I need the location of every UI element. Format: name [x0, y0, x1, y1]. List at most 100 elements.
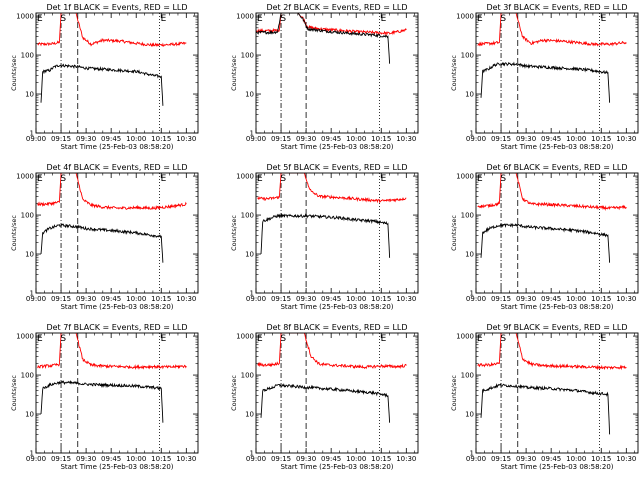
y-tick-label: 1 [250, 450, 254, 458]
x-tick-label: 09:15 [51, 295, 71, 303]
panel-title: Det 7f BLACK = Events, RED = LLD [46, 323, 187, 332]
y-tick-label: 1 [30, 450, 34, 458]
x-tick-label: 10:00 [346, 135, 366, 143]
series-events-line [40, 63, 164, 106]
series-group [37, 13, 187, 106]
event-marker-e: E [257, 174, 263, 184]
series-lld-line [477, 13, 627, 47]
x-axis-label: Start Time (25-Feb-03 08:58:20) [500, 463, 613, 471]
event-marker-e: E [601, 334, 607, 344]
y-axis-ticks: 1 10 100 1000 [456, 333, 638, 458]
x-tick-label: 09:45 [101, 295, 121, 303]
panel-2: Det 2f BLACK = Events, RED = LLD 1 10 100 10… [230, 3, 419, 151]
y-axis-label: Counts/sec [450, 375, 458, 411]
x-tick-label: 10:15 [151, 295, 171, 303]
plot-frame [35, 332, 199, 454]
plot-frame [475, 332, 639, 454]
x-tick-label: 09:00 [466, 135, 486, 143]
y-tick-label: 1 [250, 290, 254, 298]
y-axis-label: Counts/sec [450, 215, 458, 251]
y-tick-label: 100 [21, 372, 34, 380]
x-tick-label: 09:00 [466, 295, 486, 303]
panel-8: Det 8f BLACK = Events, RED = LLD 1 10 100 10… [230, 323, 419, 471]
y-tick-label: 100 [241, 372, 254, 380]
x-tick-label: 10:30 [176, 135, 196, 143]
x-axis-ticks: 09:00 09:15 09:30 09:45 10:00 10:15 10:30 [466, 333, 636, 463]
panel-title: Det 3f BLACK = Events, RED = LLD [486, 3, 627, 12]
x-tick-label: 10:15 [371, 135, 391, 143]
x-tick-label: 10:30 [616, 295, 636, 303]
y-tick-label: 100 [21, 212, 34, 220]
x-axis-label: Start Time (25-Feb-03 08:58:20) [60, 463, 173, 471]
x-tick-label: 09:00 [466, 455, 486, 463]
y-axis-ticks: 1 10 100 1000 [16, 173, 198, 298]
x-axis-ticks: 09:00 09:15 09:30 09:45 10:00 10:15 10:30 [466, 13, 636, 143]
y-tick-label: 10 [245, 251, 254, 259]
x-axis-ticks: 09:00 09:15 09:30 09:45 10:00 10:15 10:30 [466, 173, 636, 303]
x-tick-label: 10:00 [566, 135, 586, 143]
x-tick-label: 10:00 [566, 455, 586, 463]
series-group [477, 13, 627, 103]
series-group [37, 173, 187, 263]
series-group [257, 173, 407, 258]
event-marker-e: E [601, 14, 607, 24]
x-tick-label: 10:15 [151, 135, 171, 143]
y-tick-label: 1000 [16, 173, 34, 181]
plot-frame [35, 172, 199, 294]
event-marker-e: E [381, 174, 387, 184]
x-tick-label: 09:45 [101, 455, 121, 463]
x-tick-label: 10:30 [616, 135, 636, 143]
x-tick-label: 10:30 [616, 455, 636, 463]
series-group [257, 333, 407, 423]
x-tick-label: 09:15 [491, 295, 511, 303]
y-tick-label: 100 [461, 372, 474, 380]
y-tick-label: 10 [245, 91, 254, 99]
panel-title: Det 2f BLACK = Events, RED = LLD [266, 3, 407, 12]
y-tick-label: 10 [25, 91, 34, 99]
panel-title: Det 5f BLACK = Events, RED = LLD [266, 163, 407, 172]
x-axis-ticks: 09:00 09:15 09:30 09:45 10:00 10:15 10:30 [26, 333, 196, 463]
series-lld-line [477, 333, 627, 371]
y-tick-label: 1000 [236, 173, 254, 181]
y-tick-label: 100 [461, 212, 474, 220]
event-marker-s: S [500, 174, 506, 184]
x-tick-label: 09:15 [51, 455, 71, 463]
x-tick-label: 09:00 [26, 135, 46, 143]
x-axis-label: Start Time (25-Feb-03 08:58:20) [280, 303, 393, 311]
panel-4: Det 4f BLACK = Events, RED = LLD 1 10 100 10… [10, 163, 199, 311]
y-axis-label: Counts/sec [450, 55, 458, 91]
event-marker-e: E [37, 334, 43, 344]
y-axis-ticks: 1 10 100 1000 [236, 173, 418, 298]
series-group [477, 173, 627, 263]
event-marker-e: E [477, 14, 483, 24]
series-events-line [40, 380, 164, 423]
x-axis-label: Start Time (25-Feb-03 08:58:20) [60, 143, 173, 151]
x-axis-ticks: 09:00 09:15 09:30 09:45 10:00 10:15 10:30 [246, 173, 416, 303]
y-tick-label: 10 [25, 251, 34, 259]
y-axis-ticks: 1 10 100 1000 [456, 173, 638, 298]
x-tick-label: 10:00 [346, 295, 366, 303]
event-marker-e: E [161, 334, 167, 344]
x-tick-label: 09:30 [76, 295, 96, 303]
plot-frame [475, 172, 639, 294]
y-axis-ticks: 1 10 100 1000 [16, 13, 198, 138]
event-marker-e: E [161, 174, 167, 184]
x-tick-label: 09:30 [296, 135, 316, 143]
series-lld-line [477, 173, 627, 211]
x-tick-label: 10:15 [371, 295, 391, 303]
series-lld-line [37, 333, 187, 370]
x-axis-label: Start Time (25-Feb-03 08:58:20) [500, 143, 613, 151]
series-group [256, 13, 407, 64]
x-tick-label: 10:30 [176, 455, 196, 463]
y-axis-label: Counts/sec [230, 215, 238, 251]
x-tick-label: 09:45 [321, 135, 341, 143]
x-tick-label: 09:15 [271, 455, 291, 463]
event-marker-s: S [60, 14, 66, 24]
x-axis-label: Start Time (25-Feb-03 08:58:20) [60, 303, 173, 311]
panel-title: Det 1f BLACK = Events, RED = LLD [46, 3, 187, 12]
y-axis-ticks: 1 10 100 1000 [16, 333, 198, 458]
panel-title: Det 8f BLACK = Events, RED = LLD [266, 323, 407, 332]
x-axis-ticks: 09:00 09:15 09:30 09:45 10:00 10:15 10:30 [26, 13, 196, 143]
x-tick-label: 09:30 [516, 135, 536, 143]
